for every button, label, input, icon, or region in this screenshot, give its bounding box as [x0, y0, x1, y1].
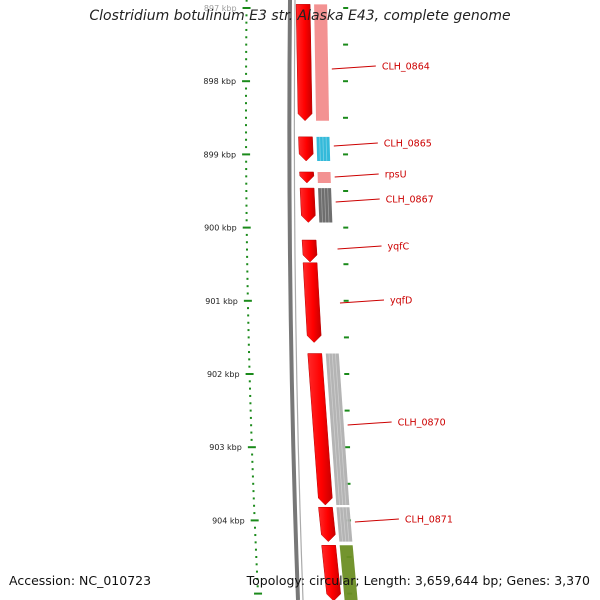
gene-label[interactable]: yqfC: [388, 242, 410, 253]
accession-text: Accession: NC_010723: [9, 573, 152, 588]
scale-label: 904 kbp: [212, 516, 245, 525]
ortholog-block[interactable]: [317, 171, 331, 183]
ortholog-stripe: [319, 136, 321, 161]
gene-label[interactable]: yqfD: [390, 296, 412, 307]
scale-ticks: 897 kbp 898 kbp 899 kbp 900 kbp 901 kbp 902 k…: [203, 0, 353, 595]
scale-label: 899 kbp: [203, 150, 236, 159]
gene-label[interactable]: CLH_0870: [398, 418, 446, 429]
ortholog-block[interactable]: [314, 4, 330, 121]
gene-label[interactable]: rpsU: [385, 170, 407, 181]
page-title: Clostridium botulinum E3 str. Alaska E43…: [89, 8, 511, 24]
ortholog-stripe: [327, 188, 330, 223]
gene-arrow[interactable]: [299, 187, 316, 223]
ortholog-stripe: [320, 188, 323, 223]
backbone-line: [293, 0, 304, 600]
gene-label-leader: [339, 299, 385, 304]
gene-label-leader: [334, 173, 379, 178]
ortholog-track: [314, 4, 358, 600]
scale-label: 898 kbp: [203, 77, 236, 86]
gene-label[interactable]: CLH_0871: [405, 515, 453, 526]
gene-label-leader: [347, 421, 392, 426]
genome-backbone: [287, 0, 304, 600]
genome-summary-text: Topology: circular; Length: 3,659,644 bp…: [246, 573, 590, 588]
ortholog-block[interactable]: [325, 353, 350, 506]
gene-label[interactable]: CLH_0864: [382, 62, 430, 73]
ortholog-block[interactable]: [339, 545, 358, 600]
gene-arrow[interactable]: [298, 136, 314, 162]
gene-arrow[interactable]: [318, 506, 336, 542]
gene-label-leader: [335, 198, 380, 203]
ortholog-stripe: [342, 507, 347, 542]
scale-label: 897 kbp: [204, 4, 237, 13]
gene-arrow[interactable]: [302, 262, 322, 343]
ortholog-stripe: [328, 353, 340, 506]
ortholog-stripe: [322, 136, 324, 161]
gene-track: [295, 4, 341, 600]
gene-label-leader: [354, 518, 399, 523]
gene-arrow[interactable]: [299, 171, 315, 184]
gene-arrow[interactable]: [307, 353, 333, 506]
scale-label: 901 kbp: [205, 297, 238, 306]
ortholog-stripe: [345, 507, 350, 542]
scale-label: 900 kbp: [204, 224, 237, 233]
gene-label[interactable]: CLH_0867: [386, 195, 434, 206]
ortholog-stripe: [325, 136, 328, 161]
ortholog-block[interactable]: [316, 136, 331, 161]
ortholog-block[interactable]: [318, 188, 333, 223]
gene-labels: CLH_0864 CLH_0865 rpsU CLH_0867 yqfC yqfD CLH_…: [331, 62, 453, 526]
gene-arrow[interactable]: [301, 239, 318, 263]
scale-label: 902 kbp: [207, 370, 240, 379]
gene-label-leader: [331, 65, 376, 70]
ortholog-stripe: [331, 353, 344, 506]
scale-label: 903 kbp: [209, 443, 242, 452]
ortholog-stripe: [339, 507, 343, 542]
backbone-line: [287, 0, 300, 600]
gene-label[interactable]: CLH_0865: [384, 139, 432, 150]
gene-arrow[interactable]: [321, 545, 341, 600]
gene-label-leader: [333, 142, 378, 147]
ortholog-block[interactable]: [336, 507, 353, 542]
ortholog-stripe: [334, 353, 347, 506]
gene-label-leader: [337, 245, 382, 250]
ortholog-stripe: [324, 188, 327, 223]
gene-arrow[interactable]: [295, 4, 313, 122]
